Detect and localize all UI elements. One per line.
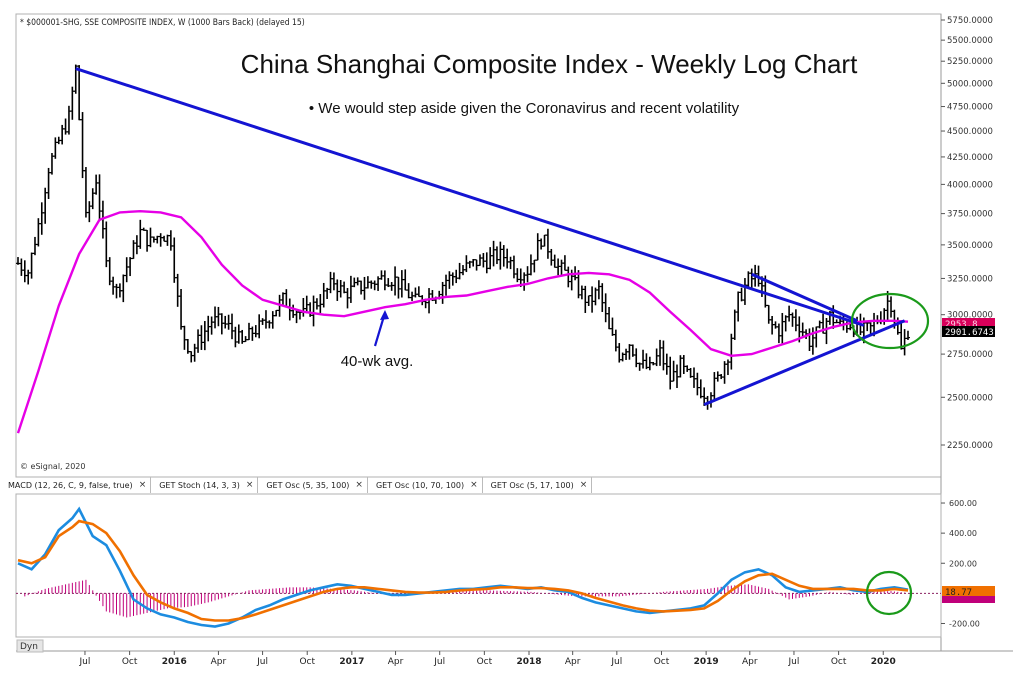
trendlines: [75, 67, 906, 406]
trendline: [751, 272, 858, 323]
time-tick-label: Oct: [654, 657, 670, 667]
time-tick-label: 2018: [516, 657, 541, 667]
annotation-arrow-head: [380, 310, 389, 320]
close-icon[interactable]: ×: [138, 480, 147, 490]
macd-tick-label: -200.00: [949, 619, 980, 628]
trendline: [703, 319, 906, 406]
time-tick-label: Oct: [477, 657, 493, 667]
tab-label: GET Osc (5, 17, 100): [490, 480, 574, 490]
price-tick-label: 3750.0000: [947, 210, 993, 220]
copyright: © eSignal, 2020: [20, 462, 85, 471]
time-tick-label: 2017: [339, 657, 364, 667]
time-tick-label: Oct: [299, 657, 315, 667]
tab-get-stoch[interactable]: GET Stoch (14, 3, 3) ×: [151, 477, 259, 493]
time-tick-label: 2016: [162, 657, 187, 667]
close-icon[interactable]: ×: [470, 480, 478, 490]
price-tick-label: 5000.0000: [947, 79, 993, 89]
tab-label: GET Osc (10, 70, 100): [375, 480, 465, 490]
indicator-tab-bar: MACD (12, 26, C, 9, false, true) × GET St…: [0, 476, 942, 494]
time-tick-label: Apr: [742, 657, 758, 667]
time-tick-label: 2019: [694, 657, 719, 667]
price-highlight-circle: [850, 292, 930, 350]
price-tick-label: 2750.0000: [947, 350, 993, 360]
moving-average-annotation: 40-wk avg.: [341, 353, 414, 370]
moving-average-line: [16, 209, 909, 434]
signal-line: [17, 519, 909, 622]
time-axis: Jul Oct 2016 Apr Jul Oct 2017 Apr Jul Oct 2018 Apr J…: [79, 651, 896, 667]
dyn-button[interactable]: [16, 639, 44, 653]
time-tick-label: Oct: [831, 657, 847, 667]
macd-tick-label: 600.00: [949, 499, 977, 508]
tab-label: GET Osc (5, 35, 100): [266, 480, 350, 490]
price-tick-label: 2250.0000: [947, 441, 993, 451]
trendline: [75, 67, 865, 327]
close-icon[interactable]: ×: [579, 480, 588, 490]
time-tick-label: Apr: [211, 657, 227, 667]
tab-get-osc-5-35[interactable]: GET Osc (5, 35, 100) ×: [258, 477, 368, 493]
macd-axis: 600.00 400.00 200.00 -200.00: [941, 499, 980, 628]
time-tick-label: Jul: [433, 657, 445, 667]
macd-tick-label: 400.00: [949, 529, 977, 538]
chart-subtitle: • We would step aside given the Coronavi…: [309, 100, 740, 117]
time-tick-label: Jul: [256, 657, 268, 667]
dyn-label: Dyn: [20, 642, 38, 652]
annotation-arrow-shaft: [373, 315, 386, 347]
ma-value-text: 2953.8: [945, 320, 978, 330]
time-tick-label: Jul: [610, 657, 622, 667]
last-price-text: 2901.6743: [945, 328, 994, 338]
macd-value-flag: [942, 586, 995, 596]
macd-value-text: 18.77: [945, 588, 972, 598]
price-bar: [906, 330, 910, 340]
price-tick-label: 5750.0000: [947, 16, 993, 26]
time-tick-label: Jul: [79, 657, 91, 667]
macd-histogram-flag: [942, 596, 995, 603]
tab-label: MACD (12, 26, C, 9, false, true): [8, 480, 133, 490]
price-tick-label: 3500.0000: [947, 241, 993, 251]
time-tick-label: Jul: [788, 657, 800, 667]
close-icon[interactable]: ×: [355, 480, 363, 490]
macd-highlight-circle: [865, 570, 913, 616]
tab-label: GET Stoch (14, 3, 3): [159, 480, 240, 490]
close-icon[interactable]: ×: [245, 480, 254, 490]
macd-line: [17, 506, 909, 628]
price-tick-label: 4250.0000: [947, 153, 993, 163]
price-tick-label: 3250.0000: [947, 274, 993, 284]
price-tick-label: 3000.0000: [947, 311, 993, 321]
macd-panel-frame: [15, 493, 942, 638]
tab-get-osc-5-17[interactable]: GET Osc (5, 17, 100) ×: [483, 477, 593, 493]
price-tick-label: 2500.0000: [947, 393, 993, 403]
price-tick-label: 5250.0000: [947, 57, 993, 67]
price-tick-label: 4750.0000: [947, 103, 993, 113]
chart-title: China Shanghai Composite Index - Weekly …: [241, 49, 858, 79]
tab-macd[interactable]: MACD (12, 26, C, 9, false, true) ×: [0, 477, 152, 493]
time-tick-label: Oct: [122, 657, 138, 667]
price-axis: 5750.0000 5500.0000 5250.0000 5000.0000 4750…: [941, 16, 993, 451]
price-tick-label: 4500.0000: [947, 127, 993, 137]
price-tick-label: 5500.0000: [947, 36, 993, 46]
tab-get-osc-10-70[interactable]: GET Osc (10, 70, 100) ×: [368, 477, 483, 493]
time-tick-label: Apr: [565, 657, 581, 667]
price-tick-label: 4000.0000: [947, 180, 993, 190]
last-price-flag: [942, 326, 995, 337]
ma-value-flag: [942, 318, 995, 329]
time-tick-label: Apr: [388, 657, 404, 667]
time-tick-label: 2020: [871, 657, 896, 667]
macd-tick-label: 200.00: [949, 559, 977, 568]
symbol-line: * $000001-SHG, SSE COMPOSITE INDEX, W (1…: [20, 18, 305, 28]
